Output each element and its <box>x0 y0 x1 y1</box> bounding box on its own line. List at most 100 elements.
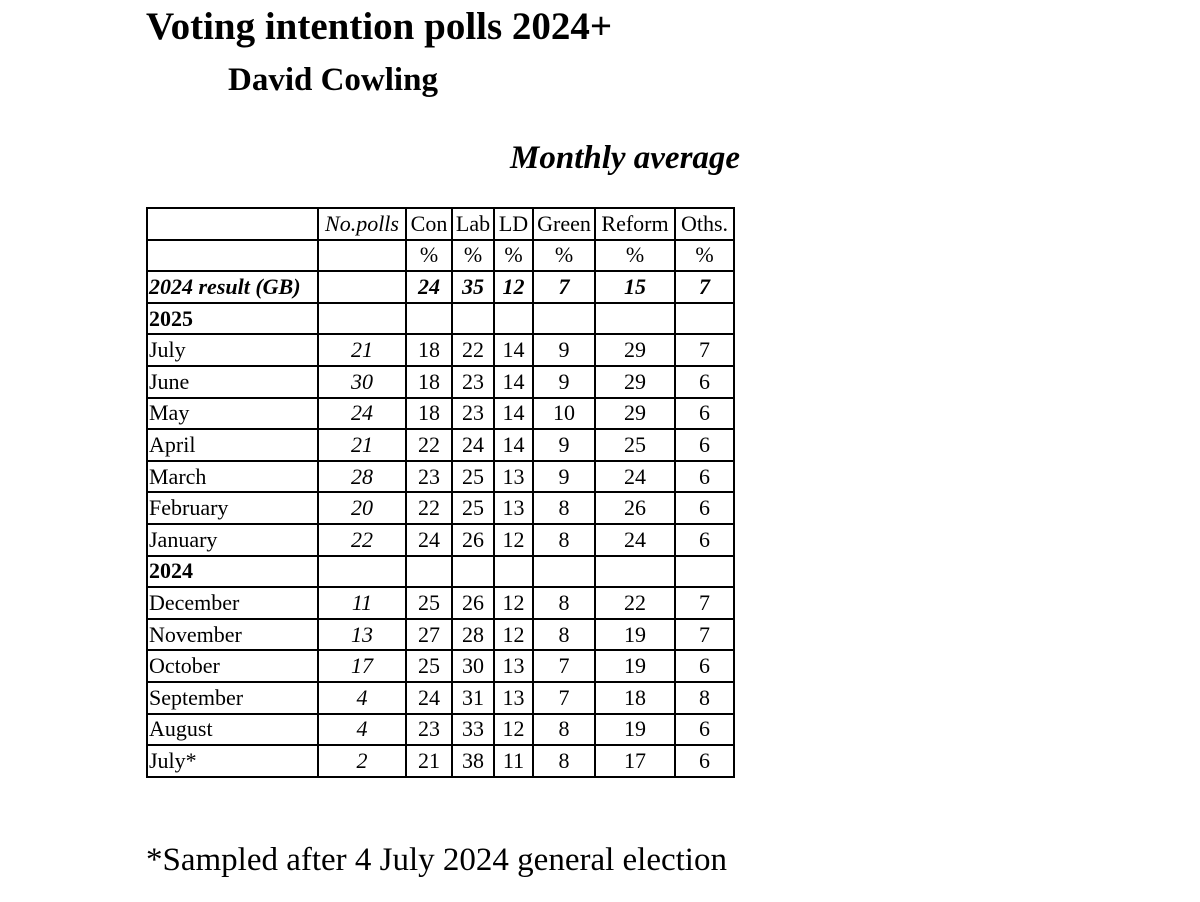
month-label: March <box>146 459 319 494</box>
year-empty-cell <box>493 554 534 589</box>
units-cell-label <box>146 238 319 273</box>
cell-npolls: 21 <box>317 428 407 462</box>
year-empty-cell <box>405 301 453 336</box>
month-label: January <box>146 522 319 557</box>
cell-reform: 22 <box>594 586 676 620</box>
author-name: David Cowling <box>228 62 438 98</box>
table-row: August 4 23 33 12 8 19 6 <box>146 712 735 747</box>
page-title: Voting intention polls 2024+ <box>146 5 613 48</box>
result-cell-reform: 15 <box>594 270 676 304</box>
cell-lab: 25 <box>451 491 495 525</box>
footnote: *Sampled after 4 July 2024 general elect… <box>146 842 727 878</box>
cell-oths: 6 <box>674 491 735 525</box>
cell-reform: 18 <box>594 680 676 715</box>
cell-ld: 14 <box>493 428 534 462</box>
cell-green: 8 <box>532 522 596 557</box>
month-label: May <box>146 396 319 431</box>
cell-oths: 7 <box>674 586 735 620</box>
month-label: October <box>146 649 319 683</box>
cell-con: 22 <box>405 491 453 525</box>
table-subtitle: Monthly average <box>510 140 741 176</box>
cell-lab: 38 <box>451 744 495 778</box>
cell-ld: 12 <box>493 712 534 747</box>
year-empty-cell <box>674 301 735 336</box>
cell-con: 24 <box>405 522 453 557</box>
table-row: January 22 24 26 12 8 24 6 <box>146 522 735 557</box>
cell-green: 8 <box>532 744 596 778</box>
cell-green: 10 <box>532 396 596 431</box>
cell-con: 23 <box>405 459 453 494</box>
cell-ld: 13 <box>493 459 534 494</box>
cell-con: 18 <box>405 396 453 431</box>
cell-reform: 19 <box>594 712 676 747</box>
cell-oths: 6 <box>674 649 735 683</box>
cell-ld: 12 <box>493 522 534 557</box>
cell-oths: 6 <box>674 459 735 494</box>
cell-oths: 6 <box>674 522 735 557</box>
year-label: 2024 <box>146 554 319 589</box>
cell-lab: 22 <box>451 333 495 367</box>
header-cell-con: Con <box>405 207 453 241</box>
cell-green: 9 <box>532 364 596 399</box>
table-row: May 24 18 23 14 10 29 6 <box>146 396 735 431</box>
year-empty-cell <box>493 301 534 336</box>
month-label: February <box>146 491 319 525</box>
year-empty-cell <box>317 554 407 589</box>
table-units-row: % % % % % % <box>146 238 735 273</box>
cell-reform: 25 <box>594 428 676 462</box>
cell-lab: 26 <box>451 522 495 557</box>
cell-npolls: 17 <box>317 649 407 683</box>
month-label: November <box>146 617 319 652</box>
cell-reform: 29 <box>594 396 676 431</box>
cell-oths: 6 <box>674 744 735 778</box>
table-row: March 28 23 25 13 9 24 6 <box>146 459 735 494</box>
month-label: August <box>146 712 319 747</box>
cell-ld: 14 <box>493 396 534 431</box>
table-row: June 30 18 23 14 9 29 6 <box>146 364 735 399</box>
table-row: September 4 24 31 13 7 18 8 <box>146 680 735 715</box>
cell-green: 7 <box>532 680 596 715</box>
header-cell-ld: LD <box>493 207 534 241</box>
cell-con: 21 <box>405 744 453 778</box>
cell-ld: 14 <box>493 333 534 367</box>
cell-ld: 11 <box>493 744 534 778</box>
cell-ld: 12 <box>493 586 534 620</box>
units-cell-con: % <box>405 238 453 273</box>
year-label: 2025 <box>146 301 319 336</box>
table-row: February 20 22 25 13 8 26 6 <box>146 491 735 525</box>
table-result-row: 2024 result (GB) 24 35 12 7 15 7 <box>146 270 735 304</box>
year-empty-cell <box>451 301 495 336</box>
result-cell-npolls <box>317 270 407 304</box>
header-cell-green: Green <box>532 207 596 241</box>
year-empty-cell <box>317 301 407 336</box>
header-cell-lab: Lab <box>451 207 495 241</box>
cell-ld: 13 <box>493 649 534 683</box>
cell-oths: 6 <box>674 364 735 399</box>
result-cell-label: 2024 result (GB) <box>146 270 319 304</box>
cell-green: 8 <box>532 617 596 652</box>
cell-lab: 30 <box>451 649 495 683</box>
header-cell-oths: Oths. <box>674 207 735 241</box>
table-row: December 11 25 26 12 8 22 7 <box>146 586 735 620</box>
cell-con: 27 <box>405 617 453 652</box>
cell-npolls: 20 <box>317 491 407 525</box>
cell-con: 23 <box>405 712 453 747</box>
cell-npolls: 4 <box>317 680 407 715</box>
year-empty-cell <box>594 301 676 336</box>
cell-oths: 7 <box>674 333 735 367</box>
year-empty-cell <box>532 301 596 336</box>
cell-lab: 23 <box>451 364 495 399</box>
cell-ld: 13 <box>493 491 534 525</box>
cell-green: 8 <box>532 586 596 620</box>
cell-green: 8 <box>532 491 596 525</box>
month-label: September <box>146 680 319 715</box>
header-cell-npolls: No.polls <box>317 207 407 241</box>
cell-npolls: 28 <box>317 459 407 494</box>
table-row: November 13 27 28 12 8 19 7 <box>146 617 735 652</box>
result-cell-oths: 7 <box>674 270 735 304</box>
cell-ld: 12 <box>493 617 534 652</box>
year-empty-cell <box>532 554 596 589</box>
polls-table-body: No.polls Con Lab LD Green Reform Oths. %… <box>146 207 735 778</box>
cell-con: 22 <box>405 428 453 462</box>
year-section-row: 2025 <box>146 301 735 336</box>
